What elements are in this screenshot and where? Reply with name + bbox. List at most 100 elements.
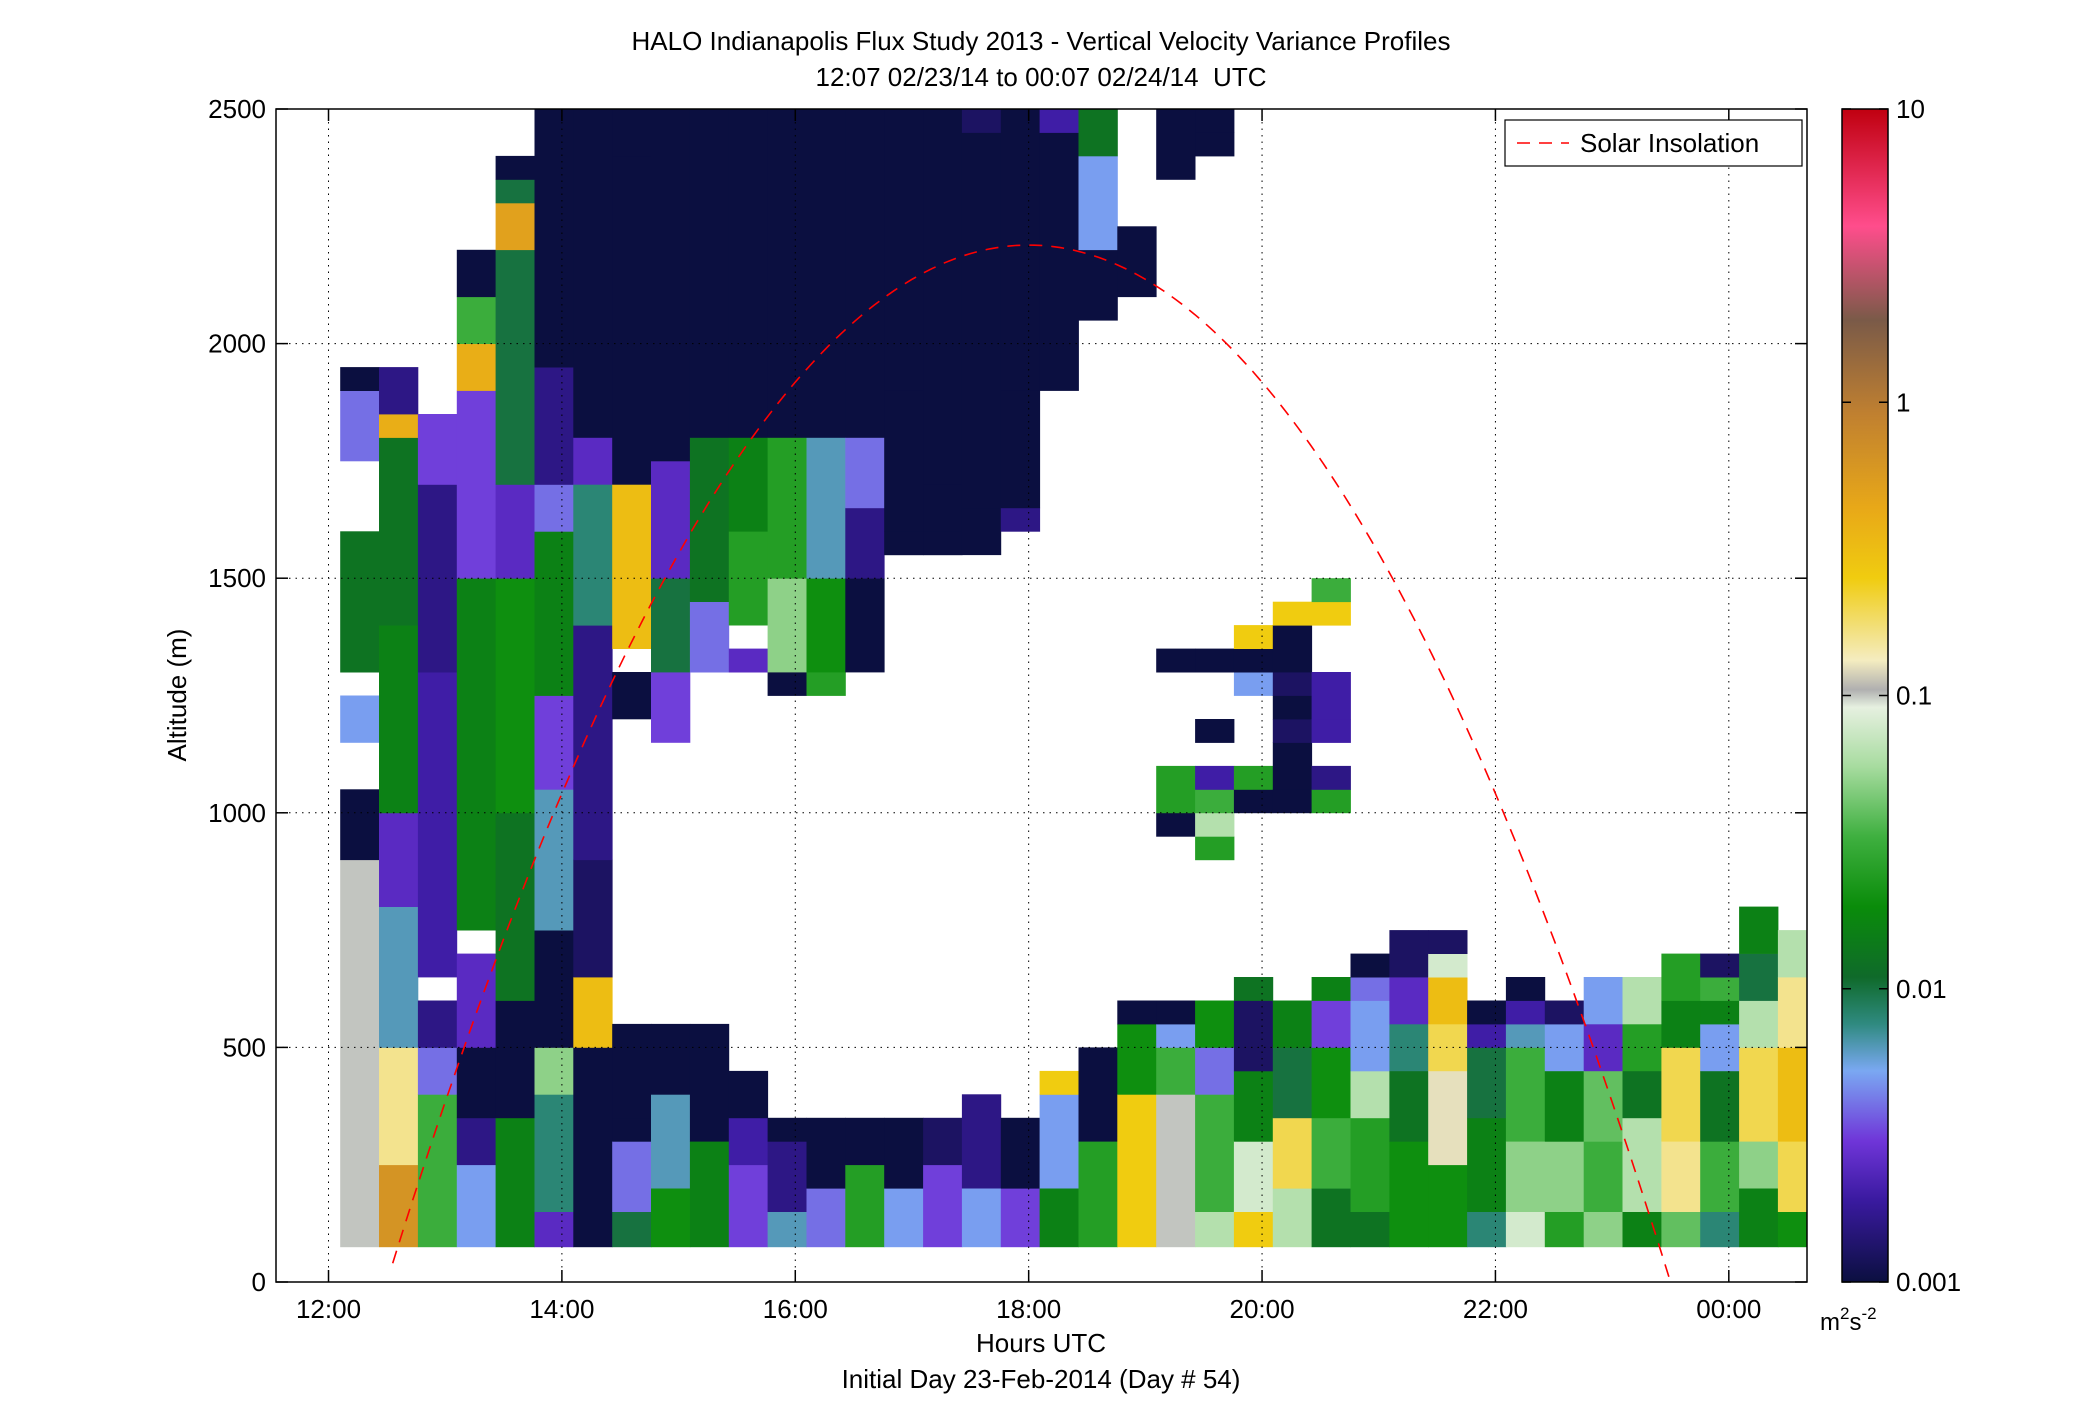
heatmap-cell [379,1164,419,1248]
heatmap-cell [767,1141,807,1212]
colorbar-unit: m2s-2 [1820,1304,1877,1336]
heatmap-cell [1933,1071,1972,1118]
heatmap-cell [612,155,652,485]
heatmap-cell [1583,1070,1623,1142]
heatmap-cell [651,1188,691,1248]
heatmap-cell [1233,625,1274,649]
heatmap-cell [417,1047,458,1095]
heatmap-cell [534,109,574,368]
heatmap-cell [1156,648,1196,673]
chart-subtitle: 12:07 02/23/14 to 00:07 02/24/14 UTC [815,62,1266,92]
heatmap-cell [1078,155,1118,251]
heatmap-cell [1156,1000,1196,1025]
heatmap-cell [1078,249,1118,321]
heatmap-cell [1156,1023,1196,1048]
heatmap-cell [1505,1000,1546,1025]
heatmap-cell [495,1117,535,1248]
heatmap-cell [1777,977,1807,1048]
heatmap-cell [534,789,574,931]
heatmap-cell [1000,1188,1041,1248]
heatmap-cell [651,1023,691,1095]
heatmap-cell [1311,1188,1351,1248]
x-axis-label: Hours UTC [976,1328,1106,1358]
heatmap-cell [1350,953,1390,978]
heatmap-cell [379,414,419,438]
unit-base: m [1820,1309,1840,1336]
heatmap-cell [1272,1117,1313,1189]
heatmap-cell [1777,930,1807,978]
heatmap-cell [1467,1047,1507,1119]
heatmap-cell [1583,1141,1623,1212]
heatmap-cell [340,859,380,1248]
heatmap-cell [1661,1141,1701,1212]
heatmap-cell [340,789,380,861]
heatmap-cell [1933,1118,1972,1212]
x-tick-label: 00:00 [1696,1294,1761,1324]
heatmap-cell [651,1094,691,1189]
heatmap-cell [1428,1070,1468,1166]
heatmap-cell [1972,1212,2011,1248]
heatmap-cell [1661,953,1701,1001]
y-tick-label: 0 [252,1267,266,1297]
heatmap-cell [1389,1070,1429,1142]
heatmap-cell [1505,1047,1546,1142]
heatmap-cell [1272,625,1313,673]
heatmap-cell [1739,1047,1779,1142]
y-tick-label: 500 [223,1032,266,1062]
heatmap-cell [1156,1047,1196,1095]
heatmap-cell [1311,672,1351,720]
heatmap-cell [1350,1070,1390,1119]
heatmap-cell [1233,672,1274,696]
heatmap-cell [1195,1094,1235,1212]
heatmap-cell [1233,1070,1274,1142]
heatmap-cell [1039,1188,1079,1248]
heatmap-cell [1622,977,1662,1025]
heatmap-cell [612,1211,652,1248]
heatmap-cell [1350,977,1390,1001]
heatmap-cell [1039,109,1079,391]
heatmap-cell [1272,1188,1313,1248]
heatmap-cell [379,437,419,626]
heatmap-cell [961,507,1002,556]
heatmap-cell [1039,1070,1079,1095]
heatmap-cell [456,249,497,298]
heatmap-cell [1233,789,1274,814]
heatmap-cell [845,1117,885,1166]
heatmap-cell [340,695,380,743]
heatmap-cell [1233,1211,1274,1248]
heatmap-cell [573,109,613,438]
heatmap-cell [806,437,846,579]
x-tick-label: 18:00 [996,1294,1061,1324]
heatmap-cell [1544,1141,1585,1212]
y-axis-label: Altitude (m) [162,629,192,762]
heatmap-cell [961,109,1002,133]
heatmap-cell [1039,109,1079,133]
heatmap-cell [1272,695,1313,720]
heatmap-cell [1156,1094,1196,1248]
heatmap-cell [1739,1141,1779,1189]
heatmap-cell [1389,1023,1429,1072]
heatmap-cell [845,578,885,673]
heatmap-cell [884,1188,924,1248]
heatmap-cell [1428,1023,1468,1072]
heatmap-cell [534,484,574,532]
heatmap-cell [1311,601,1351,626]
heatmap-cell [495,484,535,579]
unit-sup2: -2 [1861,1304,1876,1323]
colorbar-tick-label: 1 [1896,387,1910,417]
heatmap-cell [1428,977,1468,1025]
heatmap-cell [1311,578,1351,603]
heatmap-cell [417,672,458,978]
heatmap-cell [651,672,691,743]
heatmap-cell [1000,390,1041,509]
heatmap-cell [689,437,730,602]
heatmap-cell [1233,765,1274,790]
heatmap-cell [573,625,613,861]
colorbar-tick-label: 0.01 [1896,974,1947,1004]
heatmap-cell [845,437,885,509]
x-axis-ticks: 12:00 14:00 16:00 18:00 20:00 22:00 00:00 [296,109,1761,1324]
heatmap-cell [728,109,769,438]
heatmap-cell [1117,1000,1157,1025]
heatmap-cell [1195,109,1235,133]
heatmap-cell [1195,132,1235,157]
